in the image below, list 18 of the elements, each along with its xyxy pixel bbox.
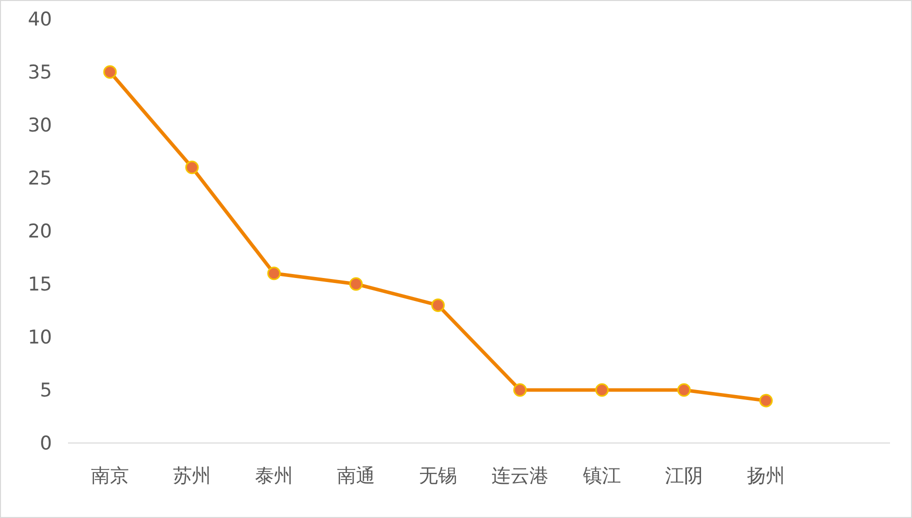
y-tick-label: 30	[28, 114, 52, 137]
x-tick-label: 无锡	[419, 465, 457, 487]
x-tick-label: 泰州	[255, 465, 293, 487]
x-tick-label: 扬州	[747, 465, 785, 487]
y-tick-label: 0	[40, 432, 52, 455]
y-tick-label: 15	[28, 274, 52, 296]
x-tick-label: 镇江	[582, 465, 621, 487]
y-tick-label: 20	[28, 220, 52, 243]
y-tick-label: 40	[28, 8, 52, 31]
x-tick-label: 苏州	[173, 465, 211, 487]
x-tick-label: 南京	[91, 465, 129, 487]
x-tick-label: 南通	[337, 465, 375, 487]
x-tick-label: 江阴	[665, 465, 703, 487]
y-tick-label: 35	[28, 62, 52, 84]
y-tick-label: 5	[40, 380, 52, 402]
x-tick-label: 连云港	[492, 465, 548, 487]
y-tick-label: 10	[28, 326, 52, 349]
y-tick-label: 25	[28, 168, 52, 190]
